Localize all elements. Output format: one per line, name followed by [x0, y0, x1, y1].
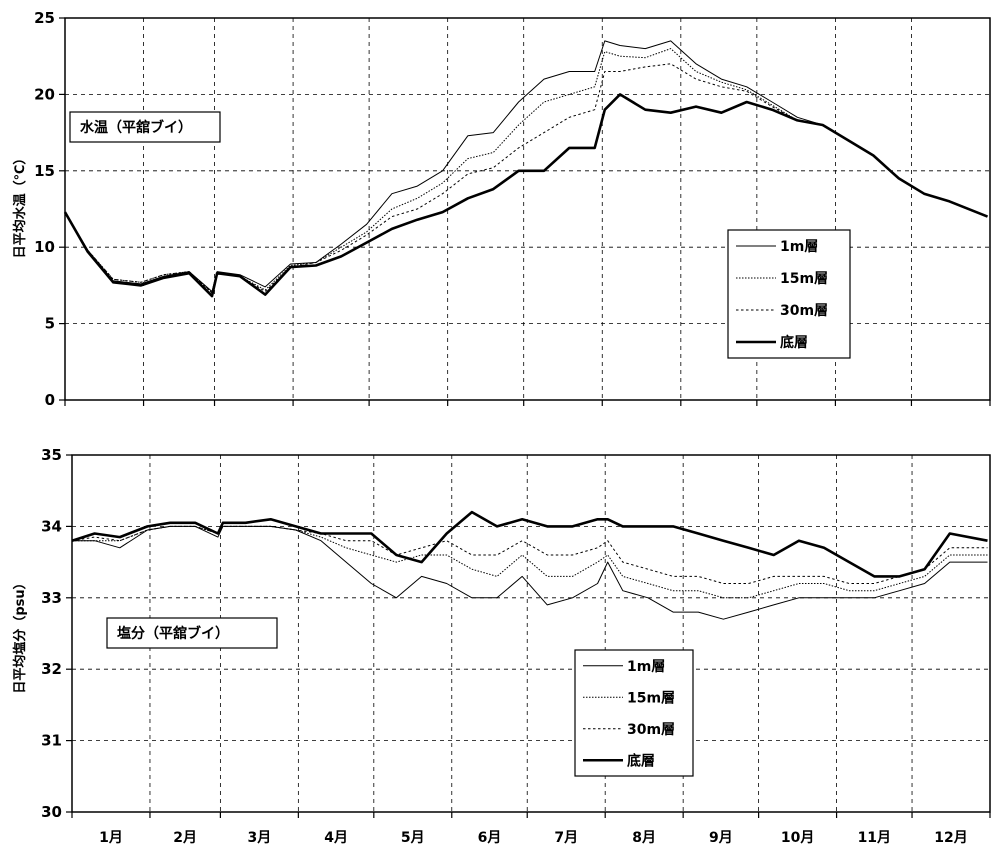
salinity-panel-label: 塩分（平舘ブイ） [117, 625, 229, 642]
month-label-11: 12月 [934, 830, 967, 846]
month-label-7: 8月 [632, 830, 656, 846]
ytick-label-4: 34 [41, 517, 62, 535]
legend-label-2: 30m層 [780, 303, 828, 319]
legend-box [727, 229, 851, 359]
salinity-panel: 30 31 32 33 34 35 日平均塩分（psu） 塩分（平舘ブイ） 1m層 15m層… [12, 446, 991, 821]
temperature-panel: 0 5 10 15 20 25 日平均水温（℃） 水温（平舘ブイ） 1m層 15m層 30m層… [12, 9, 991, 409]
ytick-label-3: 33 [41, 589, 62, 607]
legend-label-1: 15m層 [780, 271, 828, 287]
ytick-label-5: 35 [41, 446, 62, 464]
salinity-plot-frame [71, 454, 991, 813]
legend-label-2: 30m層 [627, 722, 675, 738]
ytick-label-0: 30 [41, 803, 62, 821]
month-label-1: 2月 [173, 830, 197, 846]
month-label-4: 5月 [401, 830, 425, 846]
ytick-label-1: 31 [41, 732, 62, 750]
temperature-panel-label-box: 水温（平舘ブイ） [69, 111, 221, 143]
series-line-2 [71, 525, 988, 584]
ytick-label-4: 20 [34, 85, 55, 103]
month-label-3: 4月 [324, 830, 348, 846]
month-label-2: 3月 [247, 830, 271, 846]
legend-label-3: 底層 [780, 334, 808, 351]
month-axis-labels: 1月 2月 3月 4月 5月 6月 7月 8月 9月 10月 11月 12月 [99, 830, 968, 846]
salinity-series-layer [71, 510, 988, 620]
legend-label-0: 1m層 [780, 239, 818, 255]
month-label-5: 6月 [478, 830, 502, 846]
series-line-3 [63, 93, 988, 298]
legend-label-1: 15m層 [627, 690, 675, 706]
ytick-label-0: 0 [45, 391, 55, 409]
month-label-9: 10月 [781, 830, 814, 846]
ytick-label-2: 32 [41, 660, 62, 678]
legend-label-3: 底層 [627, 752, 655, 769]
ytick-label-3: 15 [34, 162, 55, 180]
ytick-label-5: 25 [34, 9, 55, 27]
ytick-label-2: 10 [34, 238, 55, 256]
month-label-10: 11月 [858, 830, 891, 846]
month-label-6: 7月 [554, 830, 578, 846]
temperature-series-layer [63, 40, 988, 298]
temperature-grid [65, 18, 990, 400]
temperature-axis-ticks: 0 5 10 15 20 25 [34, 9, 991, 409]
salinity-axis-ticks: 30 31 32 33 34 35 [41, 446, 991, 821]
legend-box [574, 649, 694, 777]
series-line-0 [72, 525, 988, 620]
temperature-ylabel: 日平均水温（℃） [12, 152, 28, 259]
series-line-3 [71, 510, 988, 578]
legend-label-0: 1m層 [627, 659, 665, 675]
month-label-0: 1月 [99, 830, 123, 846]
salinity-panel-label-box: 塩分（平舘ブイ） [106, 617, 278, 649]
salinity-ylabel: 日平均塩分（psu） [12, 576, 28, 693]
ytick-label-1: 5 [45, 315, 55, 333]
temperature-panel-label: 水温（平舘ブイ） [80, 119, 192, 136]
temperature-plot-frame [64, 17, 991, 401]
month-label-8: 9月 [709, 830, 733, 846]
